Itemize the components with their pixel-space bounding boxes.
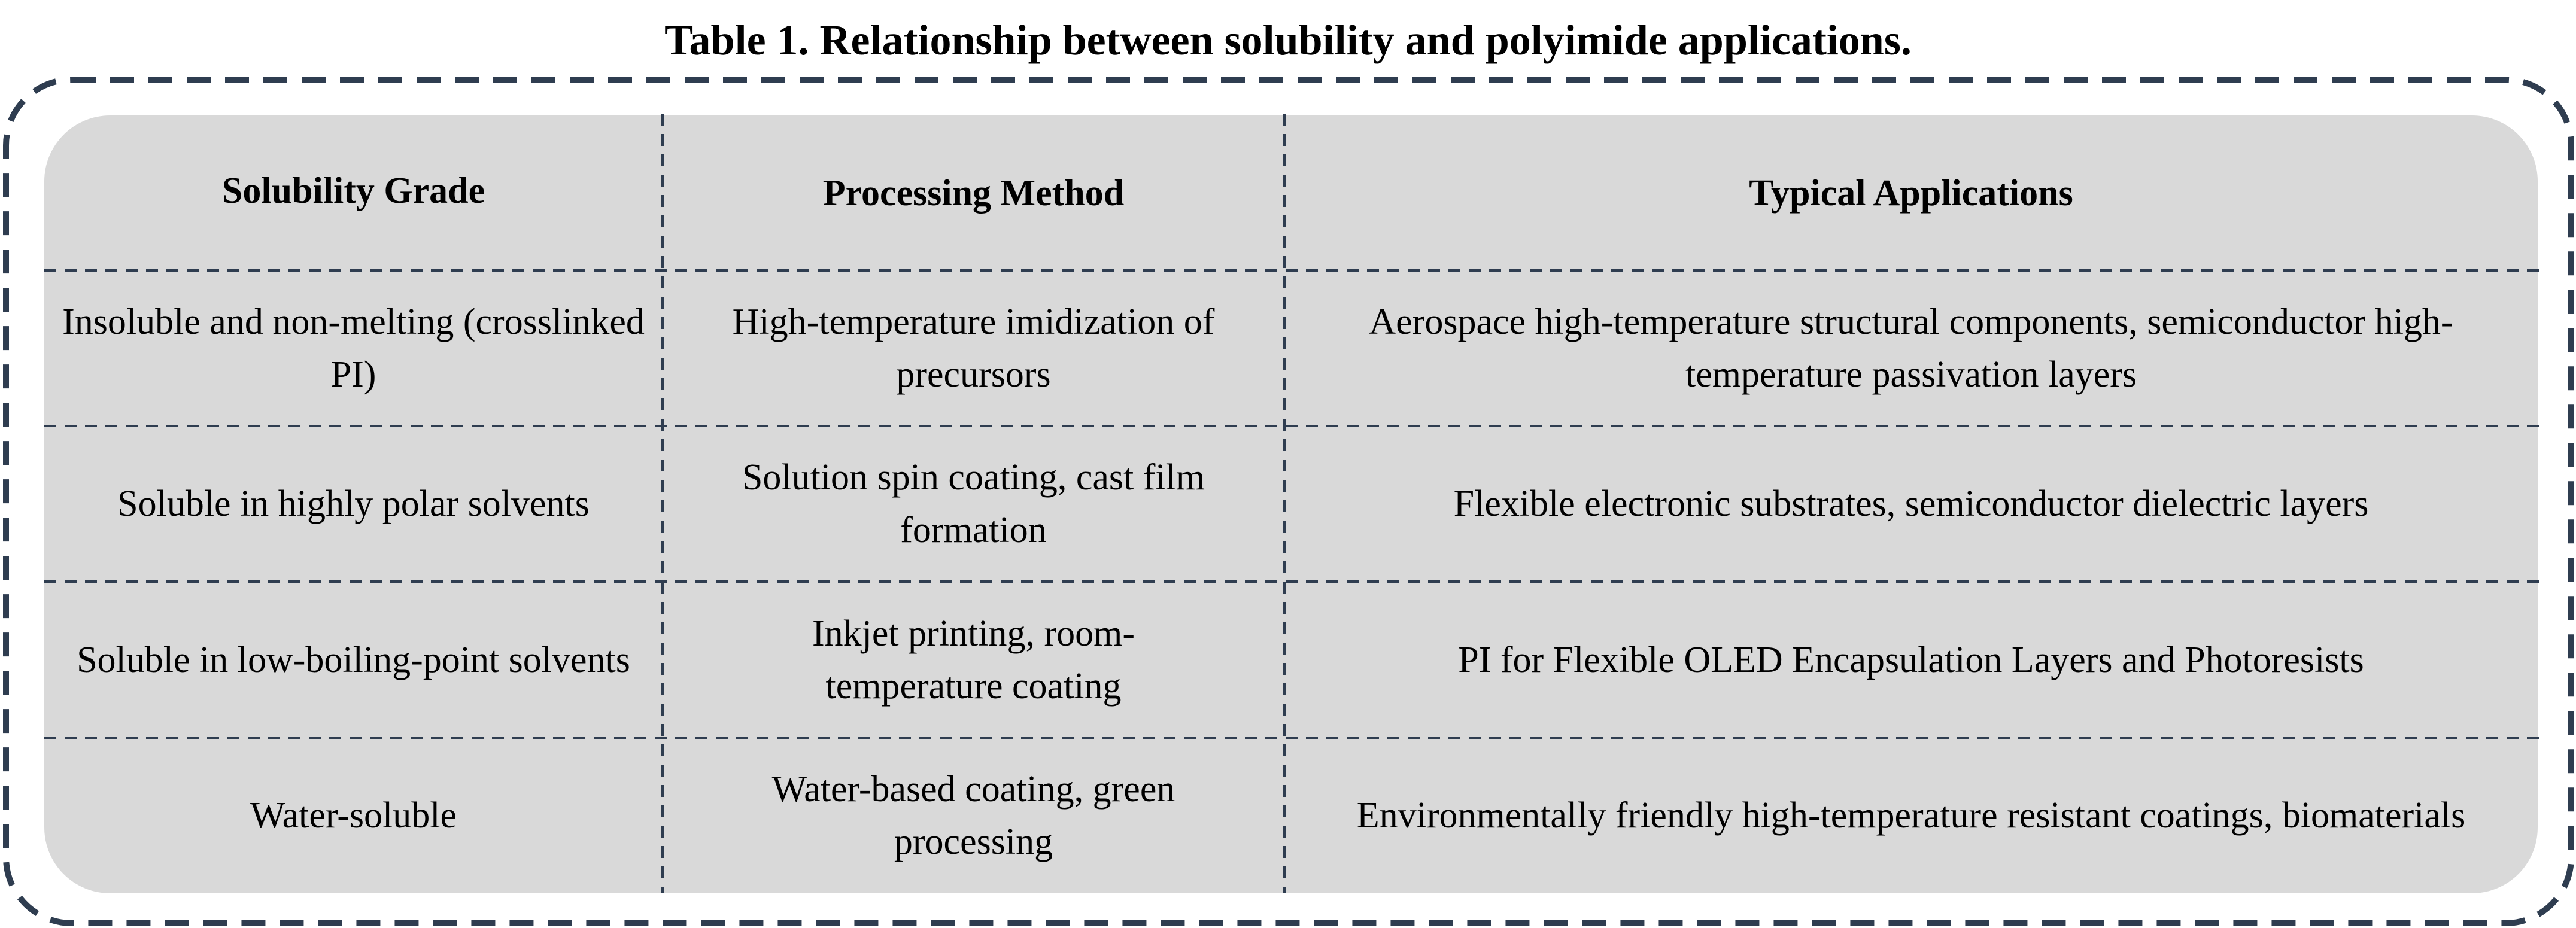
table-cell: Solution spin coating, cast film formati… [742,457,1205,550]
table-cell: Soluble in highly polar solvents [117,483,590,524]
table-cell: Water-soluble [250,795,457,836]
header-typical-applications: Typical Applications [1749,172,2073,214]
table-title: Table 1. Relationship between solubility… [664,16,1912,64]
table-panel [44,115,2538,893]
header-solubility-grade: Solubility Grade [221,171,485,211]
table-cell: PI for Flexible OLED Encapsulation Layer… [1458,639,2364,680]
table-cell: High-temperature imidization of precurso… [732,302,1215,395]
table-cell: Environmentally friendly high-temperatur… [1356,795,2466,836]
table-cell: Soluble in low-boiling-point solvents [77,639,630,680]
table-cell: Flexible electronic substrates, semicond… [1453,483,2369,524]
table-cell: Insoluble and non-melting (crosslinked P… [62,302,645,395]
table-cell: Water-based coating, green processing [771,769,1175,862]
table-cell: Inkjet printing, room-temperature coatin… [812,613,1135,707]
outer-dashed-border [3,77,2574,926]
table-cell: Aerospace high-temperature structural co… [1369,302,2453,395]
header-processing-method: Processing Method [822,172,1125,214]
